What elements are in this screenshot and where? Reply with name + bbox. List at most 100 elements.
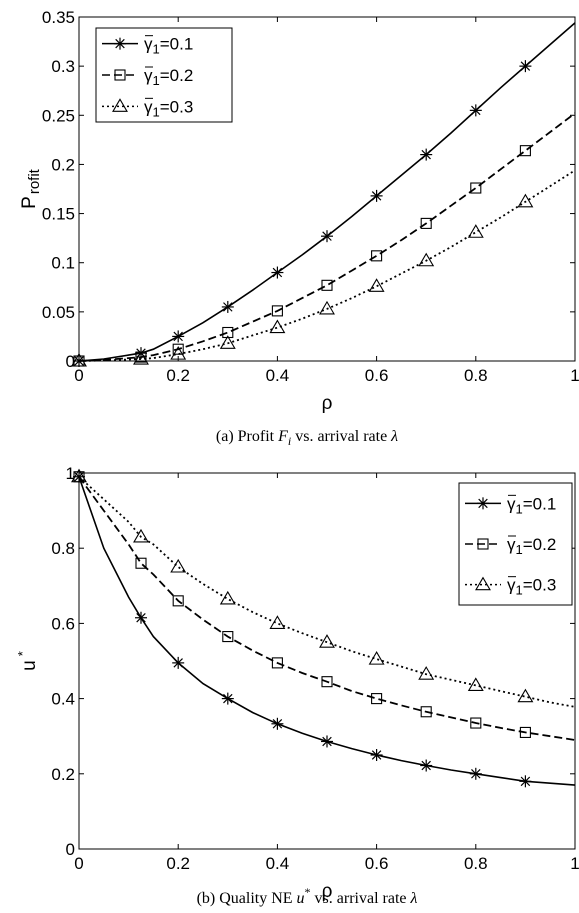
data-point [370, 189, 383, 202]
legend-label-value: =0.1 [160, 35, 194, 54]
data-point [517, 193, 534, 208]
legend-label-sub: 1 [516, 542, 523, 557]
data-point [271, 266, 284, 279]
data-point [172, 343, 184, 355]
caption-part: u [297, 890, 305, 907]
series-line [78, 22, 576, 362]
data-point-stroke [223, 693, 233, 704]
legend-marker [114, 69, 126, 81]
x-axis-label: ρ [322, 393, 333, 414]
chart-panel-a: 0 0.2 0.4 0.6 0.8 1 0 0.05 0.1 0.15 0.2 0.25 0.3 0.35… [19, 8, 579, 448]
caption-part: vs. arrival rate [291, 428, 391, 445]
series-3 [71, 169, 576, 367]
data-point-stroke [421, 760, 431, 771]
y-axis-label: Profit [19, 168, 43, 209]
data-point [71, 468, 87, 483]
data-point-stroke [471, 769, 481, 779]
x-tick-label: 0.4 [266, 854, 290, 873]
legend-label-sub: 1 [153, 73, 160, 88]
data-point [271, 657, 283, 669]
legend-label-symbol: γ [507, 576, 516, 595]
legend-label-symbol: γ [144, 97, 153, 116]
y-tick-label: 0.2 [51, 765, 75, 784]
data-point-stroke [520, 776, 531, 787]
data-point [269, 319, 286, 334]
x-tick-label: 0 [74, 366, 83, 385]
caption: (a) Profit Fi vs. arrival rate λ [216, 428, 398, 448]
x-tick-label: 0.2 [166, 854, 190, 873]
caption-part: λ [410, 890, 418, 907]
legend-label-sub: 1 [516, 583, 523, 598]
y-tick-label: 0.8 [51, 539, 75, 558]
data-point [135, 557, 147, 569]
data-point [219, 335, 236, 349]
y-tick-label: 0.3 [51, 57, 75, 76]
legend-marker [112, 98, 128, 112]
legend-item-2: γ1=0.2 [102, 66, 193, 88]
legend-label-sub: 1 [153, 104, 160, 119]
x-tick-label: 1 [570, 366, 579, 385]
legend-label: γ1=0.2 [507, 535, 556, 557]
series-2 [73, 112, 576, 367]
data-point [219, 590, 236, 605]
y-tick-label: 0.15 [42, 205, 75, 224]
data-point [221, 300, 234, 313]
legend-label-symbol: γ [507, 535, 516, 554]
data-point [370, 749, 383, 761]
y-tick-label: 1 [66, 464, 75, 483]
legend-label: γ1=0.3 [507, 576, 556, 598]
data-point [269, 615, 286, 629]
data-point [368, 651, 385, 665]
x-tick-label: 1 [570, 854, 579, 873]
data-point [172, 595, 184, 607]
data-point [133, 350, 149, 365]
caption-part: λ [390, 428, 398, 445]
y-tick-label: 0.4 [51, 690, 75, 709]
data-point [321, 735, 333, 748]
legend-item-1: γ1=0.1 [465, 494, 556, 516]
data-point [418, 252, 435, 267]
y-tick-label: 0.6 [51, 614, 75, 633]
data-point [133, 528, 149, 543]
caption-part: * [305, 885, 311, 899]
data-point [222, 326, 234, 339]
data-point [222, 631, 234, 643]
y-tick-label: 0.35 [42, 8, 75, 27]
data-point [420, 759, 433, 772]
data-point [321, 230, 333, 243]
x-tick-label: 0.2 [166, 366, 190, 385]
y-axis-label-part: P [19, 196, 40, 209]
x-tick-label: 0.8 [464, 854, 488, 873]
y-tick-label: 0.05 [42, 303, 75, 322]
x-tick-label: 0 [74, 854, 83, 873]
data-point [469, 767, 482, 780]
x-tick-label: 0.6 [365, 854, 389, 873]
y-tick-label: 0 [66, 840, 75, 859]
data-point [470, 717, 482, 729]
data-point [368, 278, 385, 292]
caption-part: i [288, 434, 291, 448]
legend-item-2: γ1=0.2 [465, 535, 556, 557]
data-point [271, 717, 284, 730]
legend: γ1=0.1γ1=0.2γ1=0.3 [95, 27, 233, 123]
data-point-stroke [322, 231, 332, 241]
data-point-stroke [471, 105, 481, 116]
data-point [467, 677, 484, 691]
legend-marker-stroke [115, 38, 125, 49]
legend-label-symbol: γ [144, 66, 153, 85]
x-tick-label: 0.8 [464, 366, 488, 385]
caption: (b) Quality NE u* vs. arrival rate λ [197, 885, 418, 907]
series-2 [73, 471, 576, 741]
data-point-stroke [421, 149, 431, 160]
legend: γ1=0.1 γ1=0.2 γ1=0.3 [458, 482, 573, 606]
y-axis-label-part: rofit [26, 168, 43, 194]
legend-marker [477, 497, 489, 510]
data-point-stroke [272, 267, 283, 278]
series-1 [73, 22, 576, 367]
data-point [418, 666, 435, 680]
legend-label-symbol: γ [144, 35, 153, 54]
legend-label: γ1=0.2 [144, 66, 193, 88]
data-point [221, 692, 234, 705]
data-point [321, 279, 333, 291]
